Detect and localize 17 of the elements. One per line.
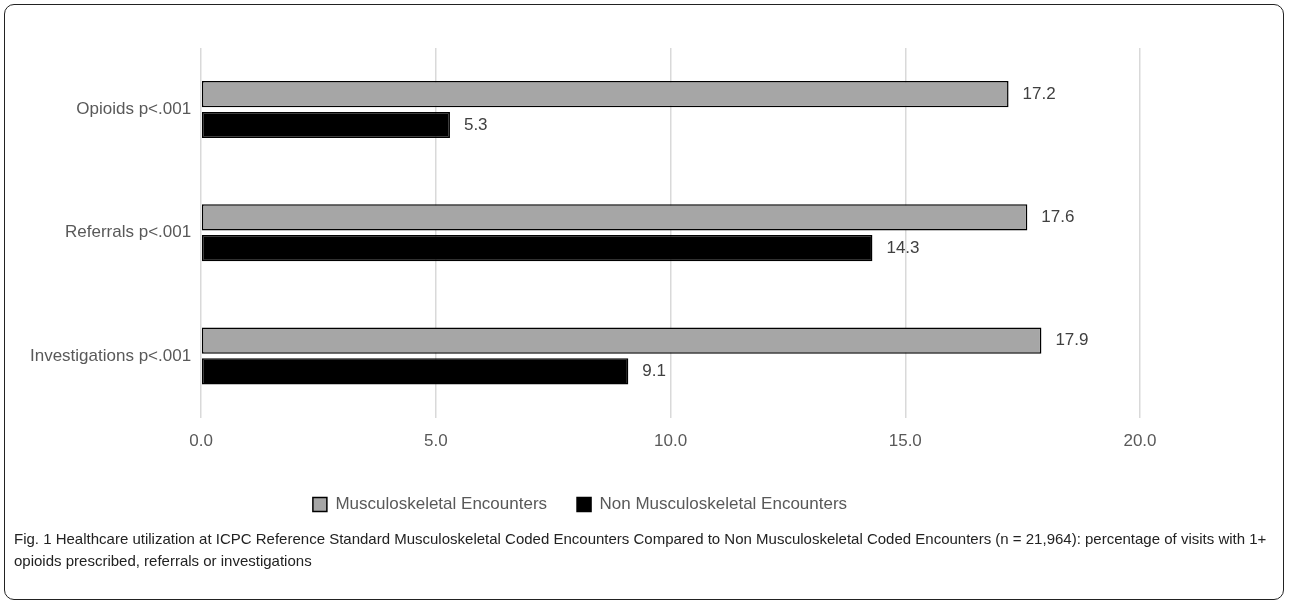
legend-label: Non Musculoskeletal Encounters [599,494,848,514]
x-tick-label: 0.0 [189,431,213,451]
x-tick-label: 20.0 [1123,431,1157,451]
y-tick-label: Investigations p<.001 [29,345,192,365]
legend-label: Musculoskeletal Encounters [335,494,548,514]
data-label: 17.2 [1022,83,1056,103]
caption: Fig. 1 Healthcare utilization at ICPC Reference Standard Musculoskeletal Coded Encounters Compared to Non Musculoskeletal Coded Encounters (n = 21,964): percentage of visits with 1+ opioids prescribed, referrals or investigations [14,529,1268,571]
y-tick-label: Opioids p<.001 [76,99,192,119]
data-label: 14.3 [886,237,920,257]
data-label: 17.6 [1041,207,1075,227]
data-label: 9.1 [642,361,666,381]
x-tick-label: 15.0 [888,431,922,451]
y-tick-label: Referrals p<.001 [64,222,192,242]
data-label: 17.9 [1055,330,1089,350]
x-tick-label: 10.0 [654,431,688,451]
data-label: 5.3 [463,114,488,134]
x-tick-label: 5.0 [424,431,448,451]
